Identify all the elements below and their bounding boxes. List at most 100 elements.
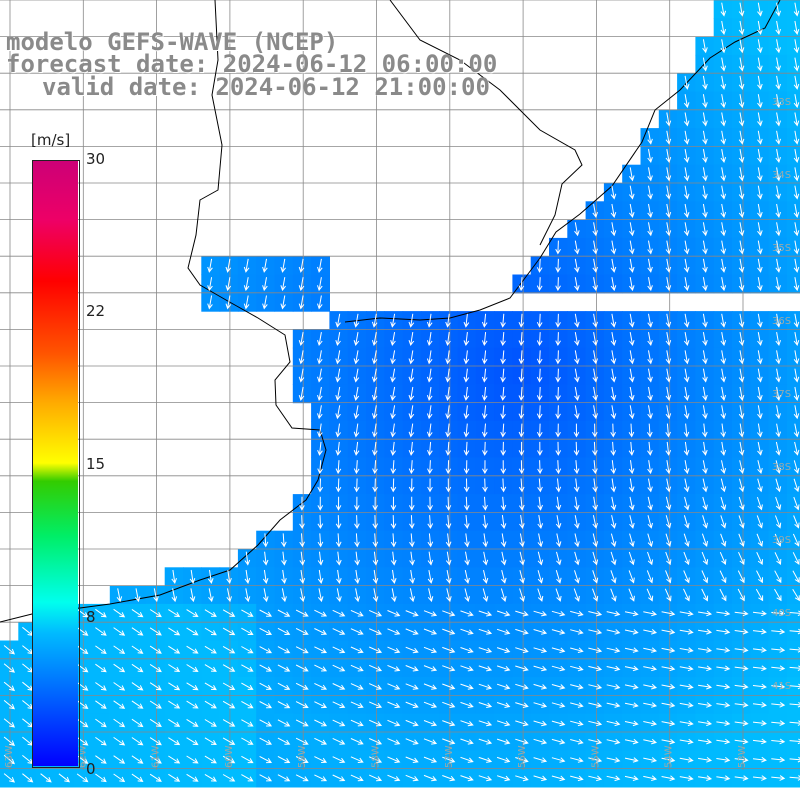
wind-arrow (757, 313, 763, 328)
wind-arrow (757, 478, 763, 493)
wind-arrow (720, 478, 727, 493)
wind-arrow (606, 738, 621, 745)
wind-arrow (423, 701, 438, 708)
wind-arrow (405, 738, 419, 745)
wind-arrow (665, 350, 672, 365)
wind-arrow (368, 609, 383, 617)
wind-arrow (592, 332, 598, 347)
wind-arrow (241, 646, 254, 654)
wind-cell (786, 201, 800, 221)
wind-arrow (629, 277, 635, 292)
wind-arrow (592, 515, 598, 529)
wind-arrow (149, 773, 162, 782)
wind-arrow (423, 683, 438, 690)
wind-arrow (738, 222, 745, 237)
wind-arrow (606, 610, 621, 617)
wind-arrow (405, 701, 419, 709)
wind-arrow (665, 570, 672, 584)
wind-arrow (3, 773, 16, 783)
wind-arrow (555, 332, 561, 347)
wind-arrow (775, 240, 781, 255)
wind-arrow (186, 609, 199, 618)
wind-arrow (482, 460, 488, 475)
wind-arrow (95, 663, 107, 673)
wind-arrow (629, 533, 635, 548)
wind-arrow (350, 738, 364, 745)
wind-arrow (647, 441, 653, 456)
wind-arrow (775, 130, 781, 145)
wind-arrow (610, 185, 617, 200)
wind-arrow (478, 683, 493, 690)
wind-arrow (168, 645, 181, 654)
wind-arrow (225, 277, 232, 292)
wind-arrow (481, 368, 488, 383)
wind-arrow (665, 460, 672, 475)
coastline (0, 0, 781, 623)
lon-label: 53W (737, 745, 748, 768)
wind-arrow (226, 569, 232, 584)
lat-lon-grid (0, 0, 800, 770)
wind-arrow (720, 533, 727, 547)
wind-arrow (661, 720, 676, 727)
wind-arrow (716, 757, 731, 763)
wind-arrow (298, 386, 305, 401)
wind-arrow (793, 368, 800, 383)
wind-arrow (610, 405, 617, 420)
wind-arrow (610, 258, 617, 273)
wind-arrow (277, 719, 291, 727)
wind-arrow (536, 350, 543, 365)
wind-arrow (387, 683, 401, 690)
wind-arrow (464, 533, 470, 548)
wind-arrow (629, 405, 635, 420)
wind-arrow (496, 738, 511, 745)
wind-cell (786, 402, 800, 422)
wind-arrow (445, 313, 451, 328)
wind-arrow (738, 75, 745, 90)
wind-arrow (592, 368, 598, 383)
wind-arrow (131, 663, 144, 673)
wind-arrow (661, 610, 676, 617)
wind-arrow (643, 720, 658, 727)
wind-arrow (368, 683, 383, 690)
wind-arrow (755, 588, 764, 602)
wind-arrow (647, 386, 653, 401)
lon-label: 57W (444, 745, 455, 768)
wind-arrow (332, 701, 346, 709)
wind-arrow (335, 441, 342, 456)
wind-arrow (537, 496, 543, 511)
wind-arrow (496, 775, 511, 782)
wind-arrow (463, 386, 470, 401)
wind-arrow (793, 20, 800, 35)
wind-arrow (427, 570, 434, 584)
wind-arrow (149, 700, 162, 709)
wind-arrow (574, 496, 580, 511)
wind-arrow (295, 609, 309, 617)
wind-arrow (698, 628, 713, 635)
wind-arrow (665, 551, 672, 566)
wind-arrow (317, 295, 323, 310)
wind-arrow (738, 94, 745, 109)
wind-arrow (409, 515, 415, 530)
wind-arrow (647, 551, 654, 566)
wind-arrow (679, 702, 694, 708)
wind-arrow (423, 756, 438, 763)
wind-arrow (368, 756, 383, 763)
wind-arrow (752, 665, 767, 672)
wind-arrow (314, 682, 328, 690)
wind-arrow (518, 405, 525, 420)
wind-arrow (95, 718, 107, 728)
wind-cell (786, 640, 800, 660)
wind-arrow (241, 700, 254, 709)
wind-arrow (478, 610, 493, 617)
wind-arrow (168, 609, 181, 618)
wind-arrow (423, 646, 438, 654)
wind-arrow (536, 386, 543, 401)
wind-arrow (683, 130, 690, 145)
wind-cell (786, 549, 800, 568)
wind-arrow (280, 258, 286, 273)
wind-arrow (335, 496, 342, 511)
wind-arrow (702, 478, 708, 493)
wind-arrow (792, 533, 800, 547)
wind-arrow (277, 701, 291, 709)
